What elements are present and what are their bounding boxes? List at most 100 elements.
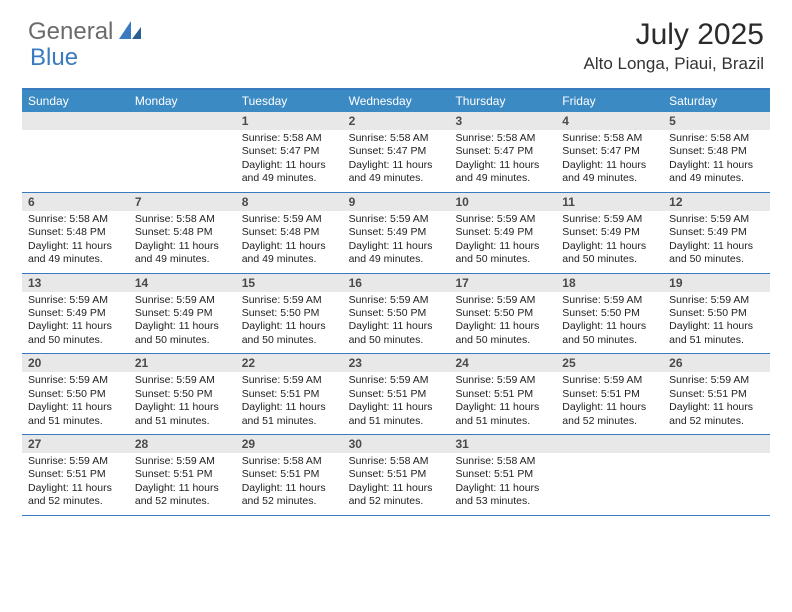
day-body: Sunrise: 5:59 AMSunset: 5:50 PMDaylight:… bbox=[556, 292, 663, 354]
sunset-line: Sunset: 5:51 PM bbox=[242, 468, 337, 481]
day-number: 26 bbox=[663, 354, 770, 372]
sunrise-line: Sunrise: 5:59 AM bbox=[562, 294, 657, 307]
sunset-line: Sunset: 5:48 PM bbox=[135, 226, 230, 239]
day-number bbox=[556, 435, 663, 453]
daylight-line: Daylight: 11 hours and 52 minutes. bbox=[28, 482, 123, 509]
day-cell: 23Sunrise: 5:59 AMSunset: 5:51 PMDayligh… bbox=[343, 354, 450, 434]
day-number: 18 bbox=[556, 274, 663, 292]
daylight-line: Daylight: 11 hours and 52 minutes. bbox=[135, 482, 230, 509]
day-number: 13 bbox=[22, 274, 129, 292]
day-body: Sunrise: 5:59 AMSunset: 5:51 PMDaylight:… bbox=[449, 372, 556, 434]
daylight-line: Daylight: 11 hours and 50 minutes. bbox=[242, 320, 337, 347]
daylight-line: Daylight: 11 hours and 52 minutes. bbox=[349, 482, 444, 509]
day-number: 9 bbox=[343, 193, 450, 211]
day-cell: 26Sunrise: 5:59 AMSunset: 5:51 PMDayligh… bbox=[663, 354, 770, 434]
day-cell: 19Sunrise: 5:59 AMSunset: 5:50 PMDayligh… bbox=[663, 274, 770, 354]
day-body: Sunrise: 5:59 AMSunset: 5:51 PMDaylight:… bbox=[663, 372, 770, 434]
sunset-line: Sunset: 5:51 PM bbox=[562, 388, 657, 401]
day-body: Sunrise: 5:59 AMSunset: 5:50 PMDaylight:… bbox=[343, 292, 450, 354]
daylight-line: Daylight: 11 hours and 49 minutes. bbox=[455, 159, 550, 186]
sunrise-line: Sunrise: 5:59 AM bbox=[242, 213, 337, 226]
day-body: Sunrise: 5:59 AMSunset: 5:49 PMDaylight:… bbox=[343, 211, 450, 273]
sunrise-line: Sunrise: 5:58 AM bbox=[562, 132, 657, 145]
day-body: Sunrise: 5:58 AMSunset: 5:48 PMDaylight:… bbox=[663, 130, 770, 192]
daylight-line: Daylight: 11 hours and 49 minutes. bbox=[562, 159, 657, 186]
sunrise-line: Sunrise: 5:58 AM bbox=[455, 132, 550, 145]
dow-saturday: Saturday bbox=[663, 90, 770, 112]
day-cell: 13Sunrise: 5:59 AMSunset: 5:49 PMDayligh… bbox=[22, 274, 129, 354]
page-title: July 2025 bbox=[584, 18, 765, 52]
sunrise-line: Sunrise: 5:59 AM bbox=[135, 455, 230, 468]
day-number: 24 bbox=[449, 354, 556, 372]
header: General July 2025 Alto Longa, Piaui, Bra… bbox=[0, 0, 792, 84]
sunset-line: Sunset: 5:49 PM bbox=[349, 226, 444, 239]
calendar: Sunday Monday Tuesday Wednesday Thursday… bbox=[22, 88, 770, 516]
week-row: 1Sunrise: 5:58 AMSunset: 5:47 PMDaylight… bbox=[22, 112, 770, 193]
sunset-line: Sunset: 5:51 PM bbox=[28, 468, 123, 481]
sunrise-line: Sunrise: 5:58 AM bbox=[135, 213, 230, 226]
sunrise-line: Sunrise: 5:59 AM bbox=[135, 374, 230, 387]
logo-text-general: General bbox=[28, 18, 113, 46]
day-number: 28 bbox=[129, 435, 236, 453]
day-cell: 11Sunrise: 5:59 AMSunset: 5:49 PMDayligh… bbox=[556, 193, 663, 273]
day-body: Sunrise: 5:59 AMSunset: 5:51 PMDaylight:… bbox=[556, 372, 663, 434]
sunrise-line: Sunrise: 5:58 AM bbox=[669, 132, 764, 145]
sunset-line: Sunset: 5:50 PM bbox=[242, 307, 337, 320]
day-body bbox=[556, 453, 663, 513]
sunset-line: Sunset: 5:50 PM bbox=[669, 307, 764, 320]
sunset-line: Sunset: 5:51 PM bbox=[455, 388, 550, 401]
day-number: 15 bbox=[236, 274, 343, 292]
day-cell: 7Sunrise: 5:58 AMSunset: 5:48 PMDaylight… bbox=[129, 193, 236, 273]
day-cell bbox=[556, 435, 663, 515]
day-number: 19 bbox=[663, 274, 770, 292]
sunset-line: Sunset: 5:48 PM bbox=[28, 226, 123, 239]
day-body: Sunrise: 5:58 AMSunset: 5:51 PMDaylight:… bbox=[343, 453, 450, 515]
day-cell: 6 Sunrise: 5:58 AMSunset: 5:48 PMDaylight… bbox=[22, 193, 129, 273]
sunrise-line: Sunrise: 5:59 AM bbox=[455, 374, 550, 387]
week-row: 20Sunrise: 5:59 AMSunset: 5:50 PMDayligh… bbox=[22, 354, 770, 435]
daylight-line: Daylight: 11 hours and 49 minutes. bbox=[669, 159, 764, 186]
day-cell: 22Sunrise: 5:59 AMSunset: 5:51 PMDayligh… bbox=[236, 354, 343, 434]
day-number: 31 bbox=[449, 435, 556, 453]
sunset-line: Sunset: 5:47 PM bbox=[562, 145, 657, 158]
day-body: Sunrise: 5:58 AMSunset: 5:47 PMDaylight:… bbox=[343, 130, 450, 192]
daylight-line: Daylight: 11 hours and 51 minutes. bbox=[349, 401, 444, 428]
day-body: Sunrise: 5:58 AMSunset: 5:47 PMDaylight:… bbox=[236, 130, 343, 192]
title-block: July 2025 Alto Longa, Piaui, Brazil bbox=[584, 18, 765, 74]
daylight-line: Daylight: 11 hours and 51 minutes. bbox=[135, 401, 230, 428]
sunrise-line: Sunrise: 5:58 AM bbox=[242, 132, 337, 145]
daylight-line: Daylight: 11 hours and 50 minutes. bbox=[455, 240, 550, 267]
day-number: 10 bbox=[449, 193, 556, 211]
week-row: 27Sunrise: 5:59 AMSunset: 5:51 PMDayligh… bbox=[22, 435, 770, 516]
day-number: 30 bbox=[343, 435, 450, 453]
day-body: Sunrise: 5:59 AMSunset: 5:51 PMDaylight:… bbox=[343, 372, 450, 434]
day-number: 7 bbox=[129, 193, 236, 211]
daylight-line: Daylight: 11 hours and 52 minutes. bbox=[242, 482, 337, 509]
sunset-line: Sunset: 5:49 PM bbox=[28, 307, 123, 320]
day-number: 1 bbox=[236, 112, 343, 130]
day-body bbox=[663, 453, 770, 513]
sunrise-line: Sunrise: 5:58 AM bbox=[28, 213, 123, 226]
sunrise-line: Sunrise: 5:59 AM bbox=[28, 374, 123, 387]
daylight-line: Daylight: 11 hours and 51 minutes. bbox=[28, 401, 123, 428]
day-cell bbox=[663, 435, 770, 515]
day-cell: 5Sunrise: 5:58 AMSunset: 5:48 PMDaylight… bbox=[663, 112, 770, 192]
day-cell: 29Sunrise: 5:58 AMSunset: 5:51 PMDayligh… bbox=[236, 435, 343, 515]
sunrise-line: Sunrise: 5:58 AM bbox=[349, 132, 444, 145]
sunset-line: Sunset: 5:47 PM bbox=[455, 145, 550, 158]
day-body: Sunrise: 5:58 AMSunset: 5:47 PMDaylight:… bbox=[556, 130, 663, 192]
sunrise-line: Sunrise: 5:58 AM bbox=[455, 455, 550, 468]
sunset-line: Sunset: 5:51 PM bbox=[135, 468, 230, 481]
daylight-line: Daylight: 11 hours and 49 minutes. bbox=[28, 240, 123, 267]
day-number: 6 bbox=[22, 193, 129, 211]
day-number: 29 bbox=[236, 435, 343, 453]
day-cell: 14Sunrise: 5:59 AMSunset: 5:49 PMDayligh… bbox=[129, 274, 236, 354]
day-number: 25 bbox=[556, 354, 663, 372]
daylight-line: Daylight: 11 hours and 50 minutes. bbox=[669, 240, 764, 267]
daylight-line: Daylight: 11 hours and 51 minutes. bbox=[242, 401, 337, 428]
sunrise-line: Sunrise: 5:59 AM bbox=[669, 294, 764, 307]
day-cell: 20Sunrise: 5:59 AMSunset: 5:50 PMDayligh… bbox=[22, 354, 129, 434]
sunrise-line: Sunrise: 5:59 AM bbox=[349, 294, 444, 307]
day-cell: 18Sunrise: 5:59 AMSunset: 5:50 PMDayligh… bbox=[556, 274, 663, 354]
sunset-line: Sunset: 5:50 PM bbox=[28, 388, 123, 401]
